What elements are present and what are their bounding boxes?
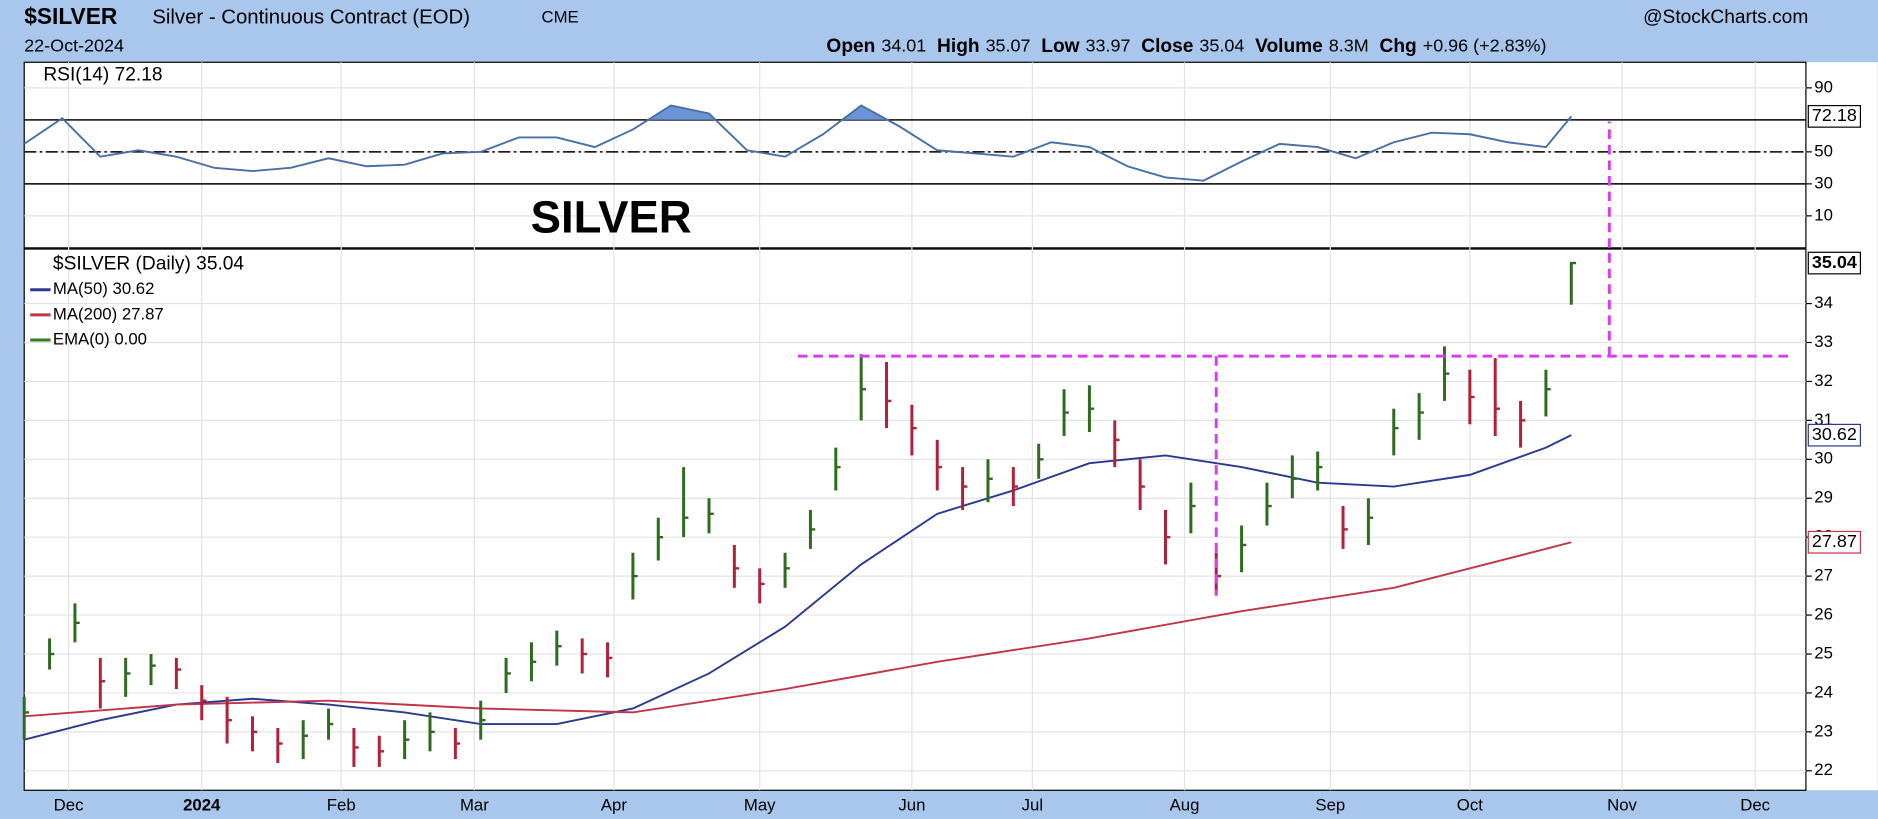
value-box-label: 27.87 xyxy=(1812,531,1857,551)
plot-bg xyxy=(24,62,1806,791)
y-tick-label: 23 xyxy=(1814,721,1833,740)
legend: $SILVER (Daily) 35.04 xyxy=(53,254,244,275)
stat-label: Open xyxy=(826,36,875,57)
symbol: $SILVER xyxy=(24,3,117,29)
value-box xyxy=(1807,104,1862,128)
x-tick-label: Nov xyxy=(1607,795,1637,814)
stat-value: 35.07 xyxy=(986,35,1031,55)
value-box-label: 72.18 xyxy=(1812,105,1857,125)
stat-label: Volume xyxy=(1255,36,1323,57)
stat-label: Close xyxy=(1141,36,1193,57)
y-tick-label: 50 xyxy=(1814,141,1833,160)
y-tick-label: 10 xyxy=(1814,205,1833,224)
instrument-name: Silver - Continuous Contract (EOD) xyxy=(152,6,470,28)
legend: RSI(14) 72.18 xyxy=(43,64,162,85)
x-tick-label: Apr xyxy=(601,795,627,814)
stat-label: Chg xyxy=(1380,36,1417,57)
y-tick-label: 25 xyxy=(1814,643,1833,662)
ma-line xyxy=(24,541,1572,718)
rsi-line xyxy=(23,104,1573,182)
x-tick-label: Dec xyxy=(54,795,84,814)
date: 22-Oct-2024 xyxy=(24,35,124,55)
value-box-label: 30.62 xyxy=(1812,424,1857,444)
legend-entry: EMA(0) 0.00 xyxy=(53,329,147,348)
y-tick-label: 27 xyxy=(1814,566,1833,585)
value-box xyxy=(1807,423,1862,447)
stat-label: High xyxy=(937,36,980,57)
x-tick-label: Feb xyxy=(327,795,356,814)
price-frame xyxy=(23,248,1807,791)
x-tick-label: Jun xyxy=(898,795,925,814)
y-tick-label: 33 xyxy=(1814,332,1833,351)
y-tick-label: 30 xyxy=(1814,173,1833,192)
exchange: CME xyxy=(541,7,578,26)
stat-value: 35.04 xyxy=(1199,35,1244,55)
stat-value: 8.3M xyxy=(1329,35,1369,55)
legend-entry: MA(200) 27.87 xyxy=(53,304,164,323)
y-tick-label: 30 xyxy=(1814,449,1833,468)
y-tick-label: 90 xyxy=(1814,77,1833,96)
x-tick-label: Sep xyxy=(1315,795,1345,814)
rsi-frame xyxy=(23,61,1807,249)
x-tick-label: Mar xyxy=(460,795,489,814)
x-tick-label: May xyxy=(744,795,776,814)
y-tick-label: 34 xyxy=(1814,293,1833,312)
stat-value: +0.96 (+2.83%) xyxy=(1423,35,1547,55)
stat-value: 34.01 xyxy=(881,35,926,55)
value-box xyxy=(1807,251,1862,275)
legend-entry: MA(50) 30.62 xyxy=(53,279,154,298)
y-tick-label: 24 xyxy=(1814,682,1833,701)
y-tick-label: 26 xyxy=(1814,604,1833,623)
x-tick-label: Dec xyxy=(1740,795,1770,814)
x-tick-label: Oct xyxy=(1457,795,1483,814)
x-tick-label: Aug xyxy=(1170,795,1200,814)
y-tick-label: 22 xyxy=(1814,760,1833,779)
stat-label: Low xyxy=(1041,36,1079,57)
brand: @StockCharts.com xyxy=(1643,7,1808,28)
stat-value: 33.97 xyxy=(1086,35,1131,55)
value-box xyxy=(1807,530,1862,554)
x-tick-label: Jul xyxy=(1022,795,1043,814)
annotation: SILVER xyxy=(531,191,692,242)
x-tick-label: 2024 xyxy=(183,795,221,814)
value-box-label: 35.04 xyxy=(1812,252,1857,272)
y-tick-label: 29 xyxy=(1814,488,1833,507)
y-tick-label: 32 xyxy=(1814,371,1833,390)
